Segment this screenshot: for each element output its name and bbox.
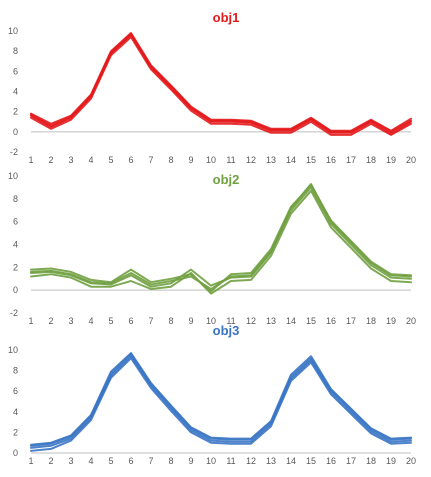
x-tick-label: 13: [266, 316, 276, 326]
x-tick-label: 17: [346, 316, 356, 326]
x-tick-label: 2: [48, 155, 53, 165]
y-tick-label: 10: [8, 26, 18, 36]
x-tick-label: 20: [406, 155, 416, 165]
x-tick-label: 20: [406, 456, 416, 466]
x-tick-label: 16: [326, 155, 336, 165]
chart-title: obj3: [213, 323, 240, 338]
chart-title: obj1: [213, 10, 240, 25]
x-tick-label: 13: [266, 456, 276, 466]
x-tick-label: 12: [246, 316, 256, 326]
x-tick-label: 9: [188, 155, 193, 165]
series-line-3: [30, 36, 412, 136]
x-tick-label: 9: [188, 456, 193, 466]
x-tick-label: 5: [108, 456, 113, 466]
x-tick-label: 3: [68, 316, 73, 326]
series-line-4: [30, 352, 412, 446]
x-tick-label: 4: [88, 155, 93, 165]
x-tick-label: 15: [306, 456, 316, 466]
y-tick-label: 10: [8, 345, 18, 355]
y-tick-label: 8: [13, 46, 18, 56]
x-tick-label: 17: [346, 456, 356, 466]
y-tick-label: 6: [13, 217, 18, 227]
x-tick-label: 8: [168, 456, 173, 466]
x-tick-label: 8: [168, 316, 173, 326]
x-tick-label: 7: [148, 155, 153, 165]
x-tick-label: 18: [366, 456, 376, 466]
x-tick-label: 9: [188, 316, 193, 326]
x-tick-label: 14: [286, 456, 296, 466]
x-tick-label: 15: [306, 155, 316, 165]
x-tick-label: 2: [48, 316, 53, 326]
x-tick-label: 20: [406, 316, 416, 326]
y-tick-label: 2: [13, 107, 18, 117]
y-tick-label: 0: [13, 448, 18, 458]
y-tick-label: 4: [13, 87, 18, 97]
x-tick-label: 13: [266, 155, 276, 165]
series-line-1: [30, 353, 412, 447]
x-tick-label: 19: [386, 155, 396, 165]
x-tick-label: 12: [246, 155, 256, 165]
y-tick-label: -2: [10, 147, 18, 157]
y-tick-label: 0: [13, 127, 18, 137]
x-tick-label: 2: [48, 456, 53, 466]
y-tick-label: -2: [10, 308, 18, 318]
y-tick-label: 2: [13, 427, 18, 437]
x-tick-label: 10: [206, 155, 216, 165]
series-line-4: [30, 33, 412, 133]
x-tick-label: 10: [206, 316, 216, 326]
x-tick-label: 3: [68, 456, 73, 466]
x-tick-label: 1: [28, 155, 33, 165]
x-tick-label: 19: [386, 316, 396, 326]
x-tick-label: 11: [226, 316, 235, 326]
x-tick-label: 3: [68, 155, 73, 165]
x-tick-label: 11: [226, 155, 235, 165]
series-line-4: [30, 183, 412, 290]
x-tick-label: 16: [326, 316, 336, 326]
series-line-2: [30, 355, 412, 449]
y-tick-label: 0: [13, 285, 18, 295]
x-tick-label: 11: [226, 456, 235, 466]
series-line-2: [30, 186, 412, 288]
series-line-3: [30, 189, 412, 295]
x-tick-label: 18: [366, 316, 376, 326]
x-tick-label: 7: [148, 316, 153, 326]
y-tick-label: 8: [13, 194, 18, 204]
x-tick-label: 5: [108, 316, 113, 326]
series-line-2: [30, 32, 412, 132]
x-tick-label: 7: [148, 456, 153, 466]
x-tick-label: 6: [128, 155, 133, 165]
x-tick-label: 10: [206, 456, 216, 466]
x-tick-label: 15: [306, 316, 316, 326]
x-tick-label: 14: [286, 316, 296, 326]
y-tick-label: 4: [13, 407, 18, 417]
y-tick-label: 2: [13, 262, 18, 272]
x-tick-label: 12: [246, 456, 256, 466]
x-tick-label: 14: [286, 155, 296, 165]
x-tick-label: 1: [28, 316, 33, 326]
x-tick-label: 18: [366, 155, 376, 165]
x-tick-label: 17: [346, 155, 356, 165]
series-line-1: [30, 184, 412, 293]
x-tick-label: 4: [88, 316, 93, 326]
x-tick-label: 1: [28, 456, 33, 466]
x-tick-label: 6: [128, 456, 133, 466]
x-tick-label: 5: [108, 155, 113, 165]
y-tick-label: 6: [13, 386, 18, 396]
x-tick-label: 8: [168, 155, 173, 165]
x-tick-label: 19: [386, 456, 396, 466]
series-line-3: [30, 357, 412, 452]
x-tick-label: 6: [128, 316, 133, 326]
y-tick-label: 10: [8, 171, 18, 181]
y-tick-label: 8: [13, 366, 18, 376]
x-tick-label: 4: [88, 456, 93, 466]
chart-title: obj2: [213, 172, 240, 187]
x-tick-label: 16: [326, 456, 336, 466]
y-tick-label: 4: [13, 240, 18, 250]
y-tick-label: 6: [13, 66, 18, 76]
